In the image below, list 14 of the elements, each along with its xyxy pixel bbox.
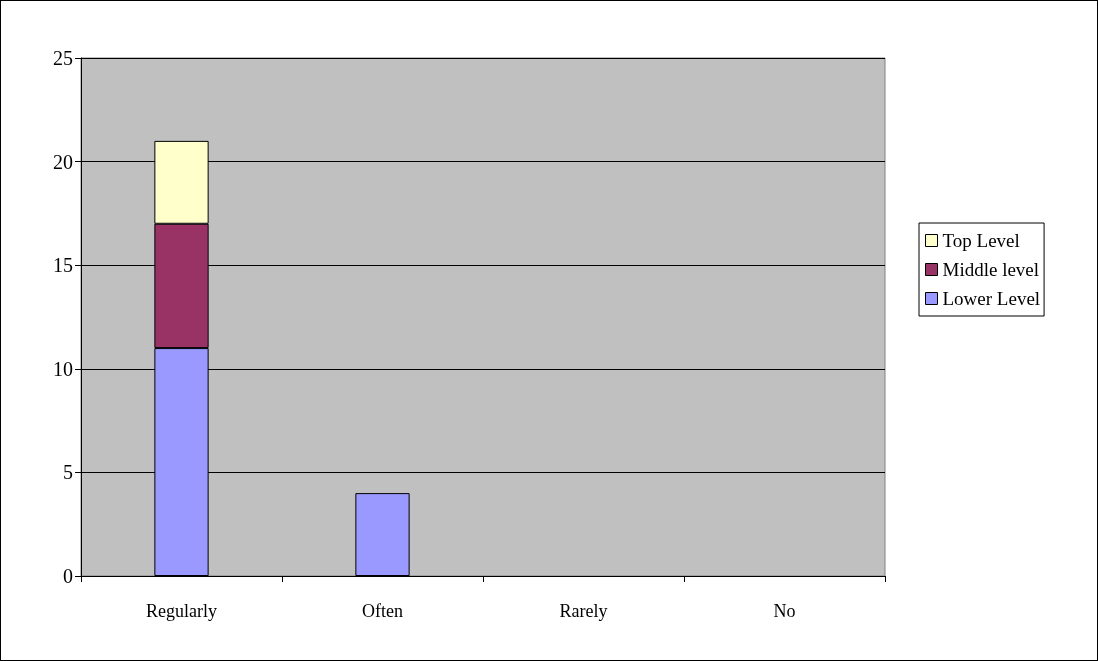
legend-label: Top Level — [942, 230, 1020, 251]
bar — [355, 493, 410, 576]
y-tick-label: 20 — [53, 150, 73, 173]
legend-label: Lower Level — [942, 288, 1041, 309]
y-tick-label: 5 — [63, 461, 73, 484]
y-tick-label: 15 — [53, 254, 73, 277]
y-tick-label: 25 — [53, 47, 73, 69]
y-tick-label: 0 — [63, 565, 73, 587]
x-tick-label: Rarely — [559, 601, 608, 621]
x-tick-label: No — [773, 601, 796, 621]
x-tick-label: Regularly — [146, 601, 217, 621]
legend-label: Middle level — [942, 259, 1040, 280]
x-tick-label: Often — [362, 601, 403, 621]
y-tick-label: 10 — [53, 357, 73, 380]
